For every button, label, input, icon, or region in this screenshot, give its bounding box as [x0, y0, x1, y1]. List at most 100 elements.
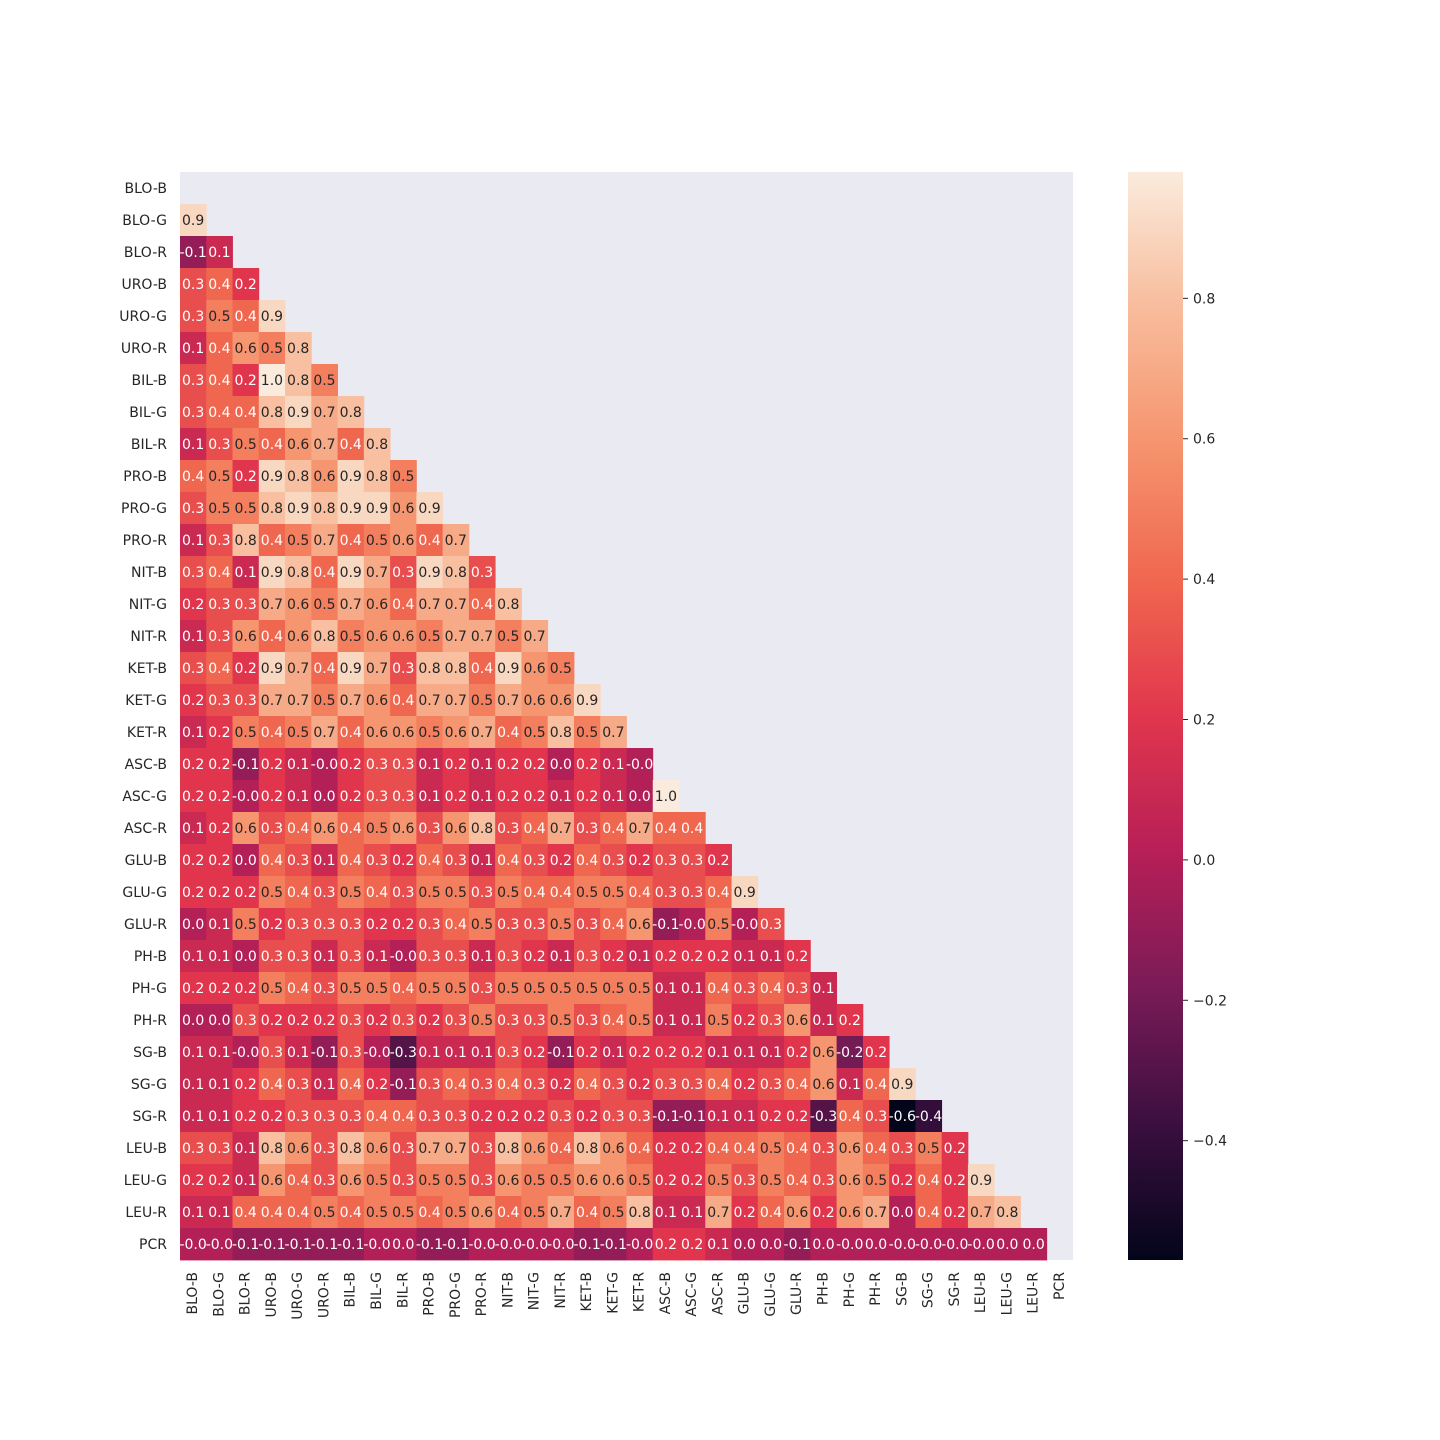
cell-value-label: 0.4: [497, 1205, 519, 1221]
heatmap-cell: [337, 940, 365, 973]
heatmap-cell: [757, 1196, 785, 1229]
heatmap-cell: [285, 492, 312, 525]
cell-value-label: 0.3: [471, 885, 493, 901]
heatmap-cell: [180, 396, 207, 429]
cell-value-label: 0.5: [628, 1173, 650, 1189]
cell-value-label: 0.3: [340, 1109, 362, 1125]
cell-value-label: 0.7: [471, 725, 493, 741]
heatmap-cell: [285, 1228, 312, 1261]
heatmap-cell: [784, 1100, 811, 1133]
heatmap-cell: [495, 652, 522, 685]
cell-value-label: -0.1: [652, 917, 679, 933]
cell-value-label: -0.1: [179, 245, 206, 261]
cell-value-label: 0.3: [865, 1109, 887, 1125]
cell-value-label: 0.1: [182, 725, 204, 741]
cell-value-label: 0.4: [523, 821, 545, 837]
cell-value-label: 0.5: [418, 981, 440, 997]
cell-value-label: 0.5: [628, 1013, 650, 1029]
heatmap-cell: [810, 1068, 838, 1101]
heatmap-cell: [311, 716, 338, 749]
cell-value-label: 0.5: [865, 1173, 887, 1189]
cell-value-label: 0.4: [865, 1077, 887, 1093]
heatmap-cell: [652, 780, 680, 813]
cell-value-label: 0.3: [628, 1109, 650, 1125]
x-tick-label: LEU-B: [973, 1272, 989, 1313]
heatmap-cell: [206, 524, 233, 557]
cell-value-label: 0.5: [550, 1013, 572, 1029]
cell-value-label: 0.4: [760, 981, 782, 997]
heatmap-cell: [258, 1068, 286, 1101]
heatmap-cell: [311, 652, 338, 685]
heatmap-cell: [285, 620, 312, 653]
heatmap-cell: [363, 1196, 391, 1229]
cell-value-label: 0.6: [497, 1173, 519, 1189]
cell-value-label: -0.0: [731, 917, 758, 933]
heatmap-cell: [679, 812, 706, 845]
cell-value-label: 0.0: [235, 949, 257, 965]
cell-value-label: 0.2: [707, 949, 729, 965]
heatmap-cell: [810, 1036, 838, 1069]
heatmap-cell: [258, 652, 286, 685]
cell-value-label: 0.2: [235, 661, 257, 677]
cell-value-label: 0.9: [261, 309, 283, 325]
heatmap-cell: [652, 876, 680, 909]
cell-value-label: 0.4: [523, 885, 545, 901]
cell-value-label: 0.4: [576, 1205, 598, 1221]
heatmap-cell: [232, 908, 260, 941]
cell-value-label: 0.5: [576, 725, 598, 741]
heatmap-cell: [941, 1228, 969, 1261]
cell-value-label: 0.5: [366, 1173, 388, 1189]
heatmap-cell: [232, 332, 260, 365]
cell-value-label: 0.1: [839, 1077, 861, 1093]
heatmap-cell: [495, 684, 522, 717]
cell-value-label: 0.1: [707, 1045, 729, 1061]
cell-value-label: 0.1: [471, 757, 493, 773]
cell-value-label: 0.3: [340, 1013, 362, 1029]
cell-value-label: 0.2: [182, 853, 204, 869]
cell-value-label: 0.0: [865, 1237, 887, 1253]
heatmap-cell: [180, 940, 207, 973]
heatmap-cell: [495, 780, 522, 813]
colorbar-tick-label: 0.8: [1193, 291, 1215, 307]
cell-value-label: 0.5: [550, 1173, 572, 1189]
heatmap-cell: [468, 972, 496, 1005]
heatmap-cell: [495, 1196, 522, 1229]
heatmap-cell: [206, 1004, 233, 1037]
heatmap-cell: [784, 1132, 811, 1165]
cell-value-label: 0.2: [235, 373, 257, 389]
heatmap-cell: [468, 812, 496, 845]
cell-value-label: -0.0: [626, 757, 653, 773]
heatmap-cell: [547, 1068, 575, 1101]
heatmap-cell: [784, 940, 811, 973]
cell-value-label: 0.2: [208, 853, 230, 869]
cell-value-label: 0.1: [287, 789, 309, 805]
heatmap-cell: [889, 1196, 916, 1229]
cell-value-label: 0.4: [182, 469, 204, 485]
cell-value-label: 0.1: [760, 1045, 782, 1061]
cell-value-label: 0.3: [576, 949, 598, 965]
heatmap-cell: [285, 1036, 312, 1069]
cell-value-label: 0.2: [471, 1109, 493, 1125]
y-tick-label: BIL-B: [132, 373, 167, 389]
heatmap-cell: [363, 1004, 391, 1037]
heatmap-cell: [416, 972, 444, 1005]
heatmap-cell: [206, 300, 233, 333]
heatmap-cell: [862, 1036, 890, 1069]
cell-value-label: 0.6: [340, 1173, 362, 1189]
heatmap-cell: [521, 1068, 549, 1101]
heatmap-cell: [600, 1036, 627, 1069]
heatmap-cell: [941, 1132, 969, 1165]
heatmap-cell: [1020, 1228, 1048, 1261]
heatmap-cell: [810, 1164, 838, 1197]
heatmap-cell: [600, 908, 627, 941]
heatmap-cell: [311, 876, 338, 909]
cell-value-label: 0.1: [208, 949, 230, 965]
cell-value-label: 0.6: [839, 1205, 861, 1221]
cell-value-label: 0.3: [655, 1077, 677, 1093]
cell-value-label: 0.2: [628, 1077, 650, 1093]
cell-value-label: 0.1: [602, 757, 624, 773]
cell-value-label: 0.2: [235, 469, 257, 485]
heatmap-cell: [311, 1100, 338, 1133]
heatmap-cell: [180, 748, 207, 781]
heatmap-cell: [416, 684, 444, 717]
